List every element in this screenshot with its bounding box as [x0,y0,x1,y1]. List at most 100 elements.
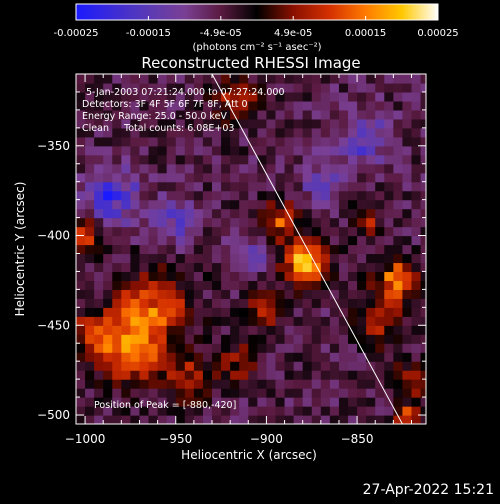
heatmap-cell [293,352,304,362]
heatmap-cell [202,118,213,129]
y-tick-label: −450 [37,318,70,332]
heatmap-cell [257,190,268,201]
heatmap-cell [402,397,413,407]
heatmap-cell [411,235,422,246]
heatmap-cell [275,91,286,102]
heatmap-cell [393,172,404,183]
heatmap-cell [266,325,277,335]
heatmap-cell [175,74,186,84]
heatmap-cell [184,181,195,192]
heatmap-cell [357,199,367,210]
heatmap-cell [411,244,422,255]
heatmap-cell [393,100,404,111]
heatmap-cell [357,361,367,371]
heatmap-cell [221,298,231,308]
heatmap-cell [384,100,394,111]
heatmap-cell [402,298,413,308]
heatmap-cell [366,289,376,299]
heatmap-cell [103,74,113,84]
heatmap-cell [193,262,204,273]
heatmap-cell [139,136,150,147]
heatmap-cell [402,136,413,147]
heatmap-cell [320,217,331,228]
heatmap-cell [402,406,413,416]
heatmap-cell [85,235,95,246]
heatmap-cell [212,109,222,120]
heatmap-cell [420,280,426,290]
heatmap-cell [293,325,304,335]
heatmap-cell [212,343,222,353]
heatmap-cell [348,406,358,416]
heatmap-cell [375,109,385,120]
heatmap-cell [266,145,277,156]
heatmap-cell [221,235,231,246]
heatmap-cell [212,244,222,255]
heatmap-cell [257,334,268,344]
heatmap-cell [193,388,204,398]
heatmap-cell [175,190,186,201]
heatmap-cell [94,136,104,147]
heatmap-cell [284,190,295,201]
heatmap-cell [284,235,295,246]
heatmap-cell [130,244,141,255]
heatmap-cell [221,262,231,273]
heatmap-cell [338,181,349,192]
heatmap-cell [384,136,394,147]
heatmap-cell [157,199,168,210]
heatmap-cell [184,262,195,273]
heatmap-cell [320,127,331,138]
heatmap-cell [302,316,313,326]
heatmap-cell [375,334,385,344]
heatmap-cell [348,271,358,282]
heatmap-cell [193,82,204,93]
heatmap-cell [293,406,304,416]
heatmap-cell [284,271,295,282]
heatmap-cell [193,100,204,111]
heatmap-cell [266,343,277,353]
heatmap-cell [221,199,231,210]
heatmap-cell [112,172,122,183]
heatmap-cell [257,280,268,290]
heatmap-cell [193,379,204,389]
heatmap-cell [384,109,394,120]
heatmap-cell [266,388,277,398]
heatmap-cell [76,343,86,353]
heatmap-cell [393,388,404,398]
heatmap-cell [239,172,249,183]
heatmap-cell [402,325,413,335]
heatmap-cell [112,145,122,156]
heatmap-cell [221,316,231,326]
heatmap-cell [94,334,104,344]
heatmap-cell [420,415,426,424]
heatmap-cell [420,127,426,138]
heatmap-cell [239,379,249,389]
heatmap-cell [420,244,426,255]
heatmap-cell [384,74,394,84]
heatmap-cell [103,172,113,183]
heatmap-cell [384,406,394,416]
heatmap-cell [293,415,304,424]
heatmap-cell [130,298,141,308]
heatmap-cell [139,145,150,156]
heatmap-cell [266,74,277,84]
x-tick-label: −950 [159,432,192,446]
heatmap-cell [184,397,195,407]
heatmap-cell [302,298,313,308]
heatmap-cell [302,307,313,317]
heatmap-cell [212,253,222,264]
heatmap-cell [202,262,213,273]
heatmap-cell [266,244,277,255]
heatmap-cell [166,208,177,219]
heatmap-cell [366,379,376,389]
heatmap-cell [338,74,349,84]
heatmap-cell [411,361,422,371]
heatmap-cell [76,298,86,308]
heatmap-cell [311,154,322,165]
heatmap-cell [357,370,367,380]
heatmap-cell [166,253,177,264]
heatmap-cell [221,217,231,228]
heatmap-cell [266,109,277,120]
x-axis-label: Heliocentric X (arcsec) [181,448,317,462]
heatmap-cell [402,334,413,344]
colorbar: -0.00025 -0.00015 -4.9e-05 4.9e-05 0.00015 0.… [54,3,459,53]
